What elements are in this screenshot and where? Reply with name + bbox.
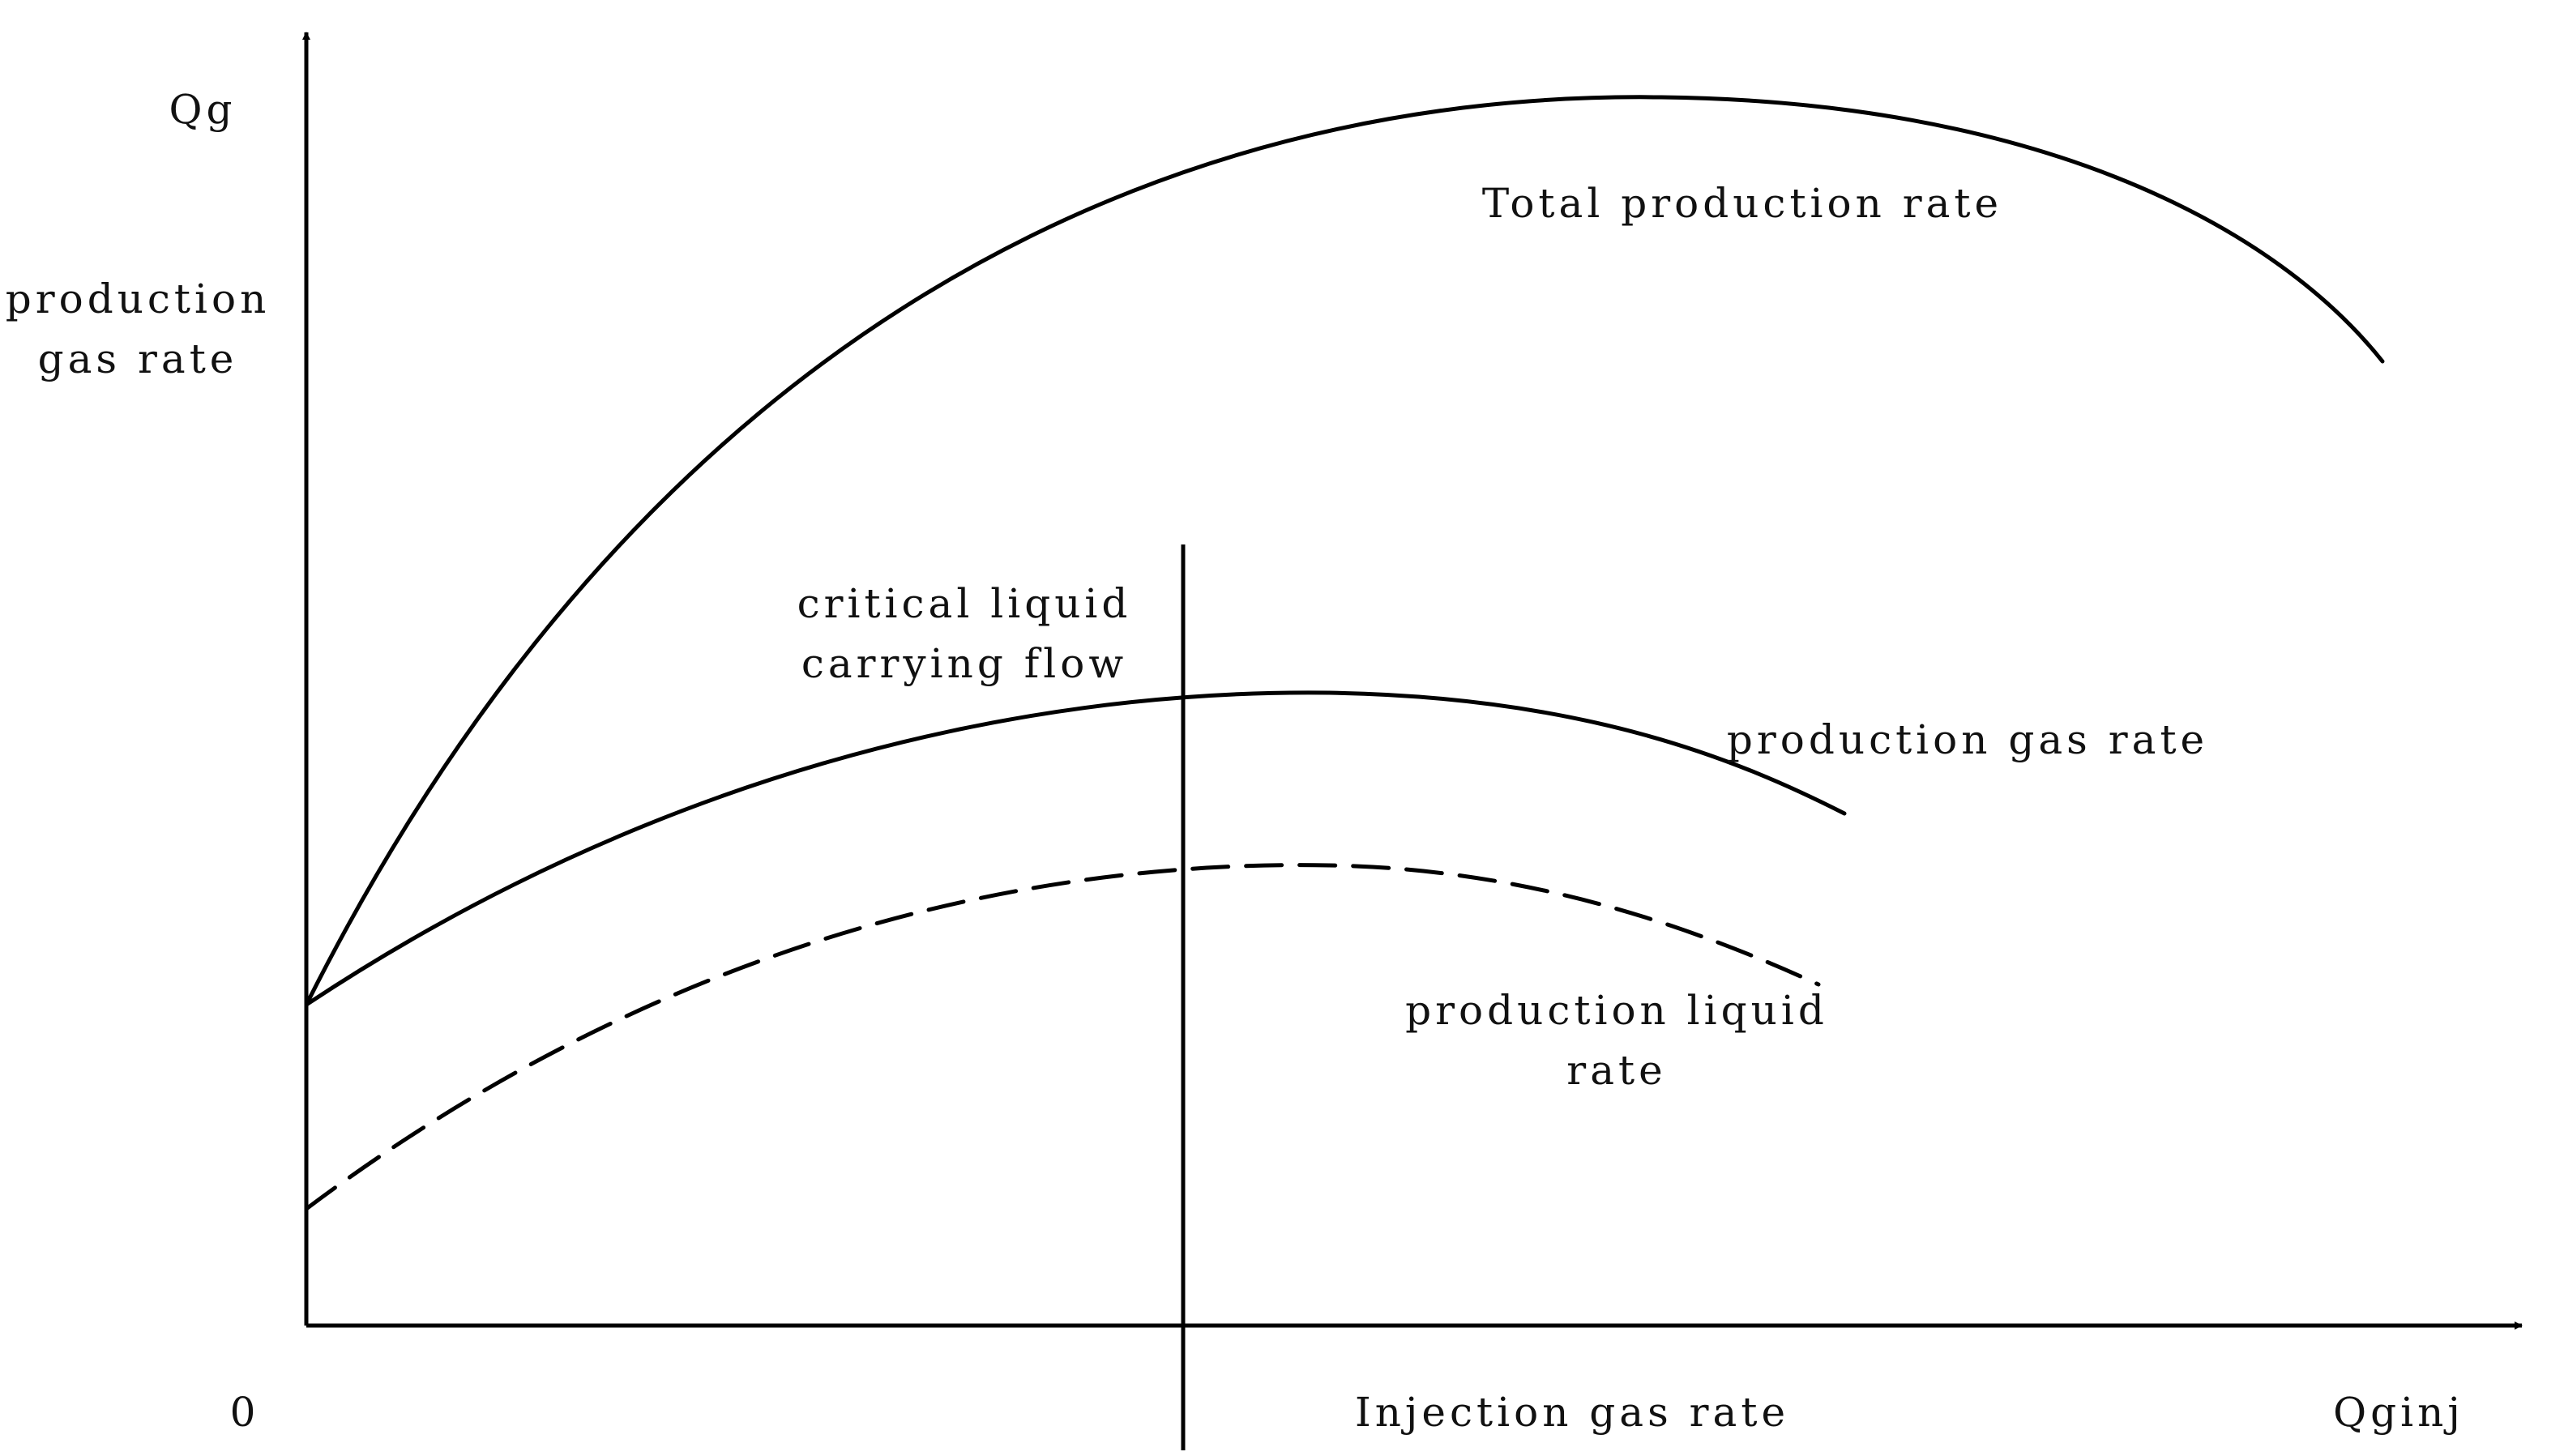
- production-gas-curve: [304, 690, 1847, 1007]
- y-axis-title-line2: gas rate: [38, 335, 238, 382]
- x-axis-unit-label: Qginj: [2333, 1389, 2464, 1436]
- y-axis-unit-label: Qg: [169, 86, 237, 133]
- total-production-label: Total production rate: [1482, 180, 2002, 227]
- production-liquid-curve: [304, 863, 1821, 1211]
- production-gas-label: production gas rate: [1727, 716, 2208, 763]
- x-axis-title: Injection gas rate: [1355, 1389, 1789, 1436]
- production-liquid-label-line1: production liquid: [1405, 987, 1828, 1034]
- y-axis-title-line1: production: [6, 275, 271, 322]
- critical-flow-label-line2: carrying flow: [801, 640, 1127, 687]
- origin-label: 0: [230, 1389, 260, 1436]
- total-production-curve: [304, 95, 2385, 1007]
- production-liquid-label-line2: rate: [1566, 1047, 1666, 1094]
- critical-flow-label-line1: critical liquid: [797, 580, 1132, 627]
